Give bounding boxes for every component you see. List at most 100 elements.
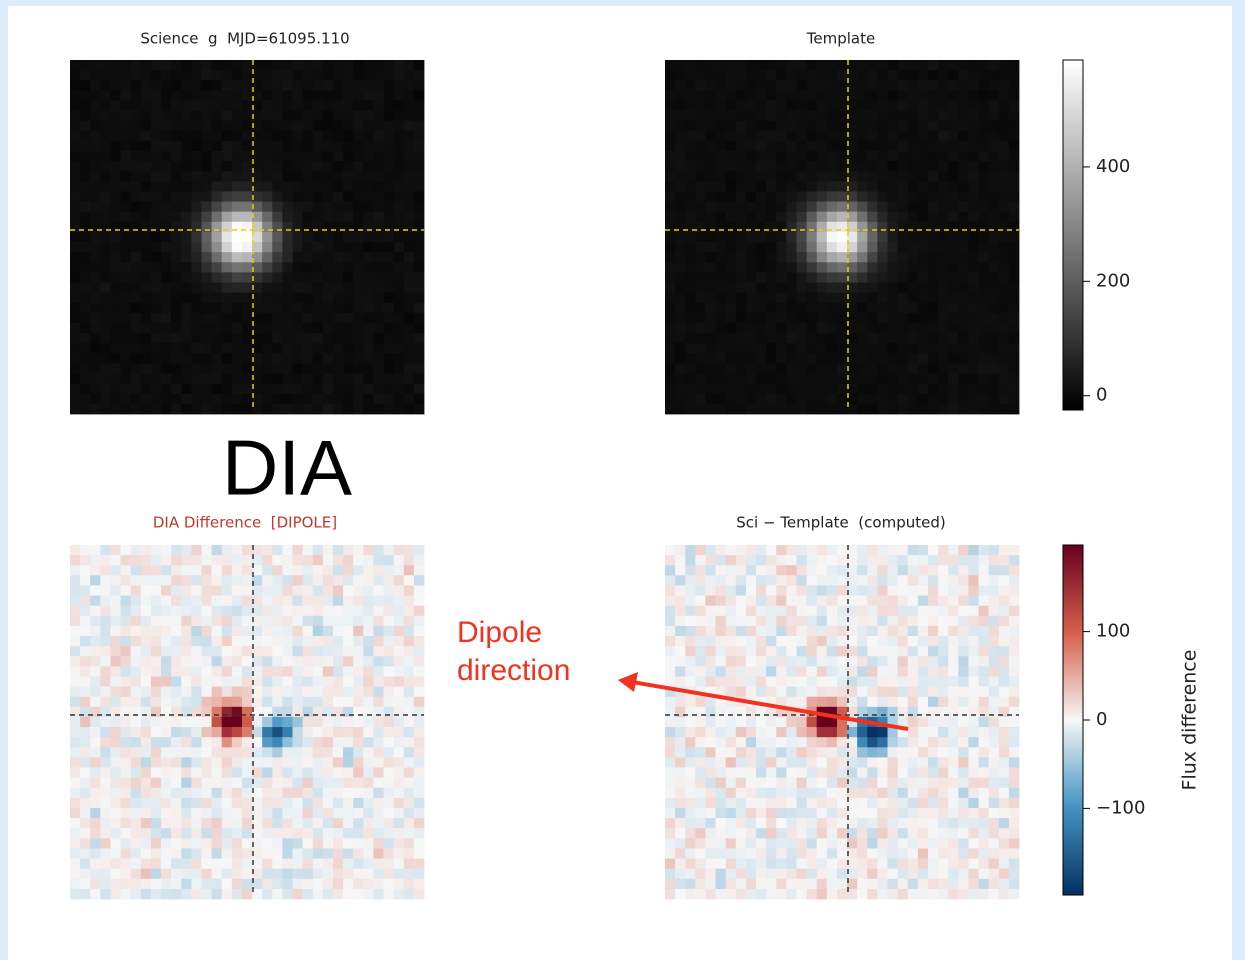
pixel (90, 343, 101, 354)
pixel (171, 292, 182, 304)
pixel (958, 292, 969, 304)
pixel (826, 605, 838, 617)
pixel (383, 373, 395, 385)
pixel (877, 767, 888, 779)
pixel (332, 252, 344, 263)
pixel (897, 211, 909, 223)
pixel (272, 696, 283, 708)
pixel (231, 807, 243, 819)
pixel (413, 757, 425, 768)
pixel (675, 575, 686, 586)
pixel (938, 656, 949, 667)
pixel (383, 888, 395, 900)
pixel (927, 252, 939, 263)
pixel (252, 585, 263, 596)
pixel (665, 545, 676, 556)
pixel (70, 302, 81, 314)
pixel (927, 282, 939, 294)
pixel (968, 747, 979, 758)
pixel (766, 393, 777, 405)
pixel (695, 615, 706, 627)
pixel (816, 383, 828, 395)
pixel (191, 828, 202, 839)
pixel (735, 60, 747, 71)
pixel (231, 292, 243, 304)
pixel (241, 140, 253, 152)
pixel (373, 363, 384, 374)
pixel (171, 322, 182, 334)
pixel (695, 252, 706, 263)
pixel (715, 292, 727, 304)
pixel (181, 343, 192, 354)
pixel (241, 858, 253, 870)
pixel (927, 333, 939, 344)
pixel (786, 565, 797, 576)
pixel (766, 747, 777, 758)
pixel (685, 322, 696, 334)
pixel (847, 403, 858, 415)
pixel (161, 252, 172, 263)
pixel (796, 171, 807, 182)
pixel (958, 757, 969, 768)
pixel (282, 615, 293, 627)
pixel (685, 181, 696, 192)
pixel (836, 828, 848, 839)
pixel (927, 565, 939, 576)
pixel (221, 767, 233, 779)
pixel (887, 555, 899, 566)
pixel (927, 787, 939, 799)
pixel (252, 302, 263, 314)
pixel (847, 191, 858, 202)
pixel (100, 312, 111, 324)
pixel (998, 818, 1010, 829)
pixel (685, 171, 696, 182)
pixel (745, 646, 757, 657)
pixel (695, 272, 706, 283)
pixel (897, 393, 909, 405)
pixel (221, 242, 233, 253)
pixel (312, 868, 324, 880)
pixel (867, 807, 878, 819)
pixel (948, 292, 959, 304)
pixel (685, 737, 696, 748)
pixel (958, 333, 969, 344)
pixel (806, 140, 818, 152)
pixel (302, 727, 314, 738)
pixel (363, 747, 374, 758)
pixel (958, 302, 969, 314)
pixel (917, 686, 929, 698)
pixel (826, 181, 838, 192)
pixel (877, 716, 888, 728)
pixel (383, 575, 395, 586)
pixel (806, 70, 818, 81)
pixel (867, 181, 878, 192)
pixel (80, 868, 91, 880)
pixel (675, 595, 686, 607)
pixel (806, 171, 818, 182)
pixel (857, 322, 868, 334)
pixel (70, 656, 81, 667)
pixel (988, 403, 1000, 415)
pixel (988, 140, 1000, 152)
pixel (665, 363, 676, 374)
pixel (887, 585, 899, 596)
pixel (241, 706, 253, 718)
pixel (968, 585, 979, 596)
pixel (877, 585, 888, 596)
pixel (917, 585, 929, 596)
pixel (252, 171, 263, 182)
pixel (786, 716, 797, 728)
pixel (867, 272, 878, 283)
pixel (948, 130, 959, 142)
pixel (80, 211, 91, 223)
pixel (826, 312, 838, 324)
pixel (181, 868, 192, 880)
pixel (968, 656, 979, 667)
pixel (887, 777, 899, 789)
pixel (231, 838, 243, 849)
pixel (221, 676, 233, 687)
pixel (302, 181, 314, 192)
pixel (735, 383, 747, 395)
pixel (322, 777, 334, 789)
pixel (150, 636, 162, 647)
